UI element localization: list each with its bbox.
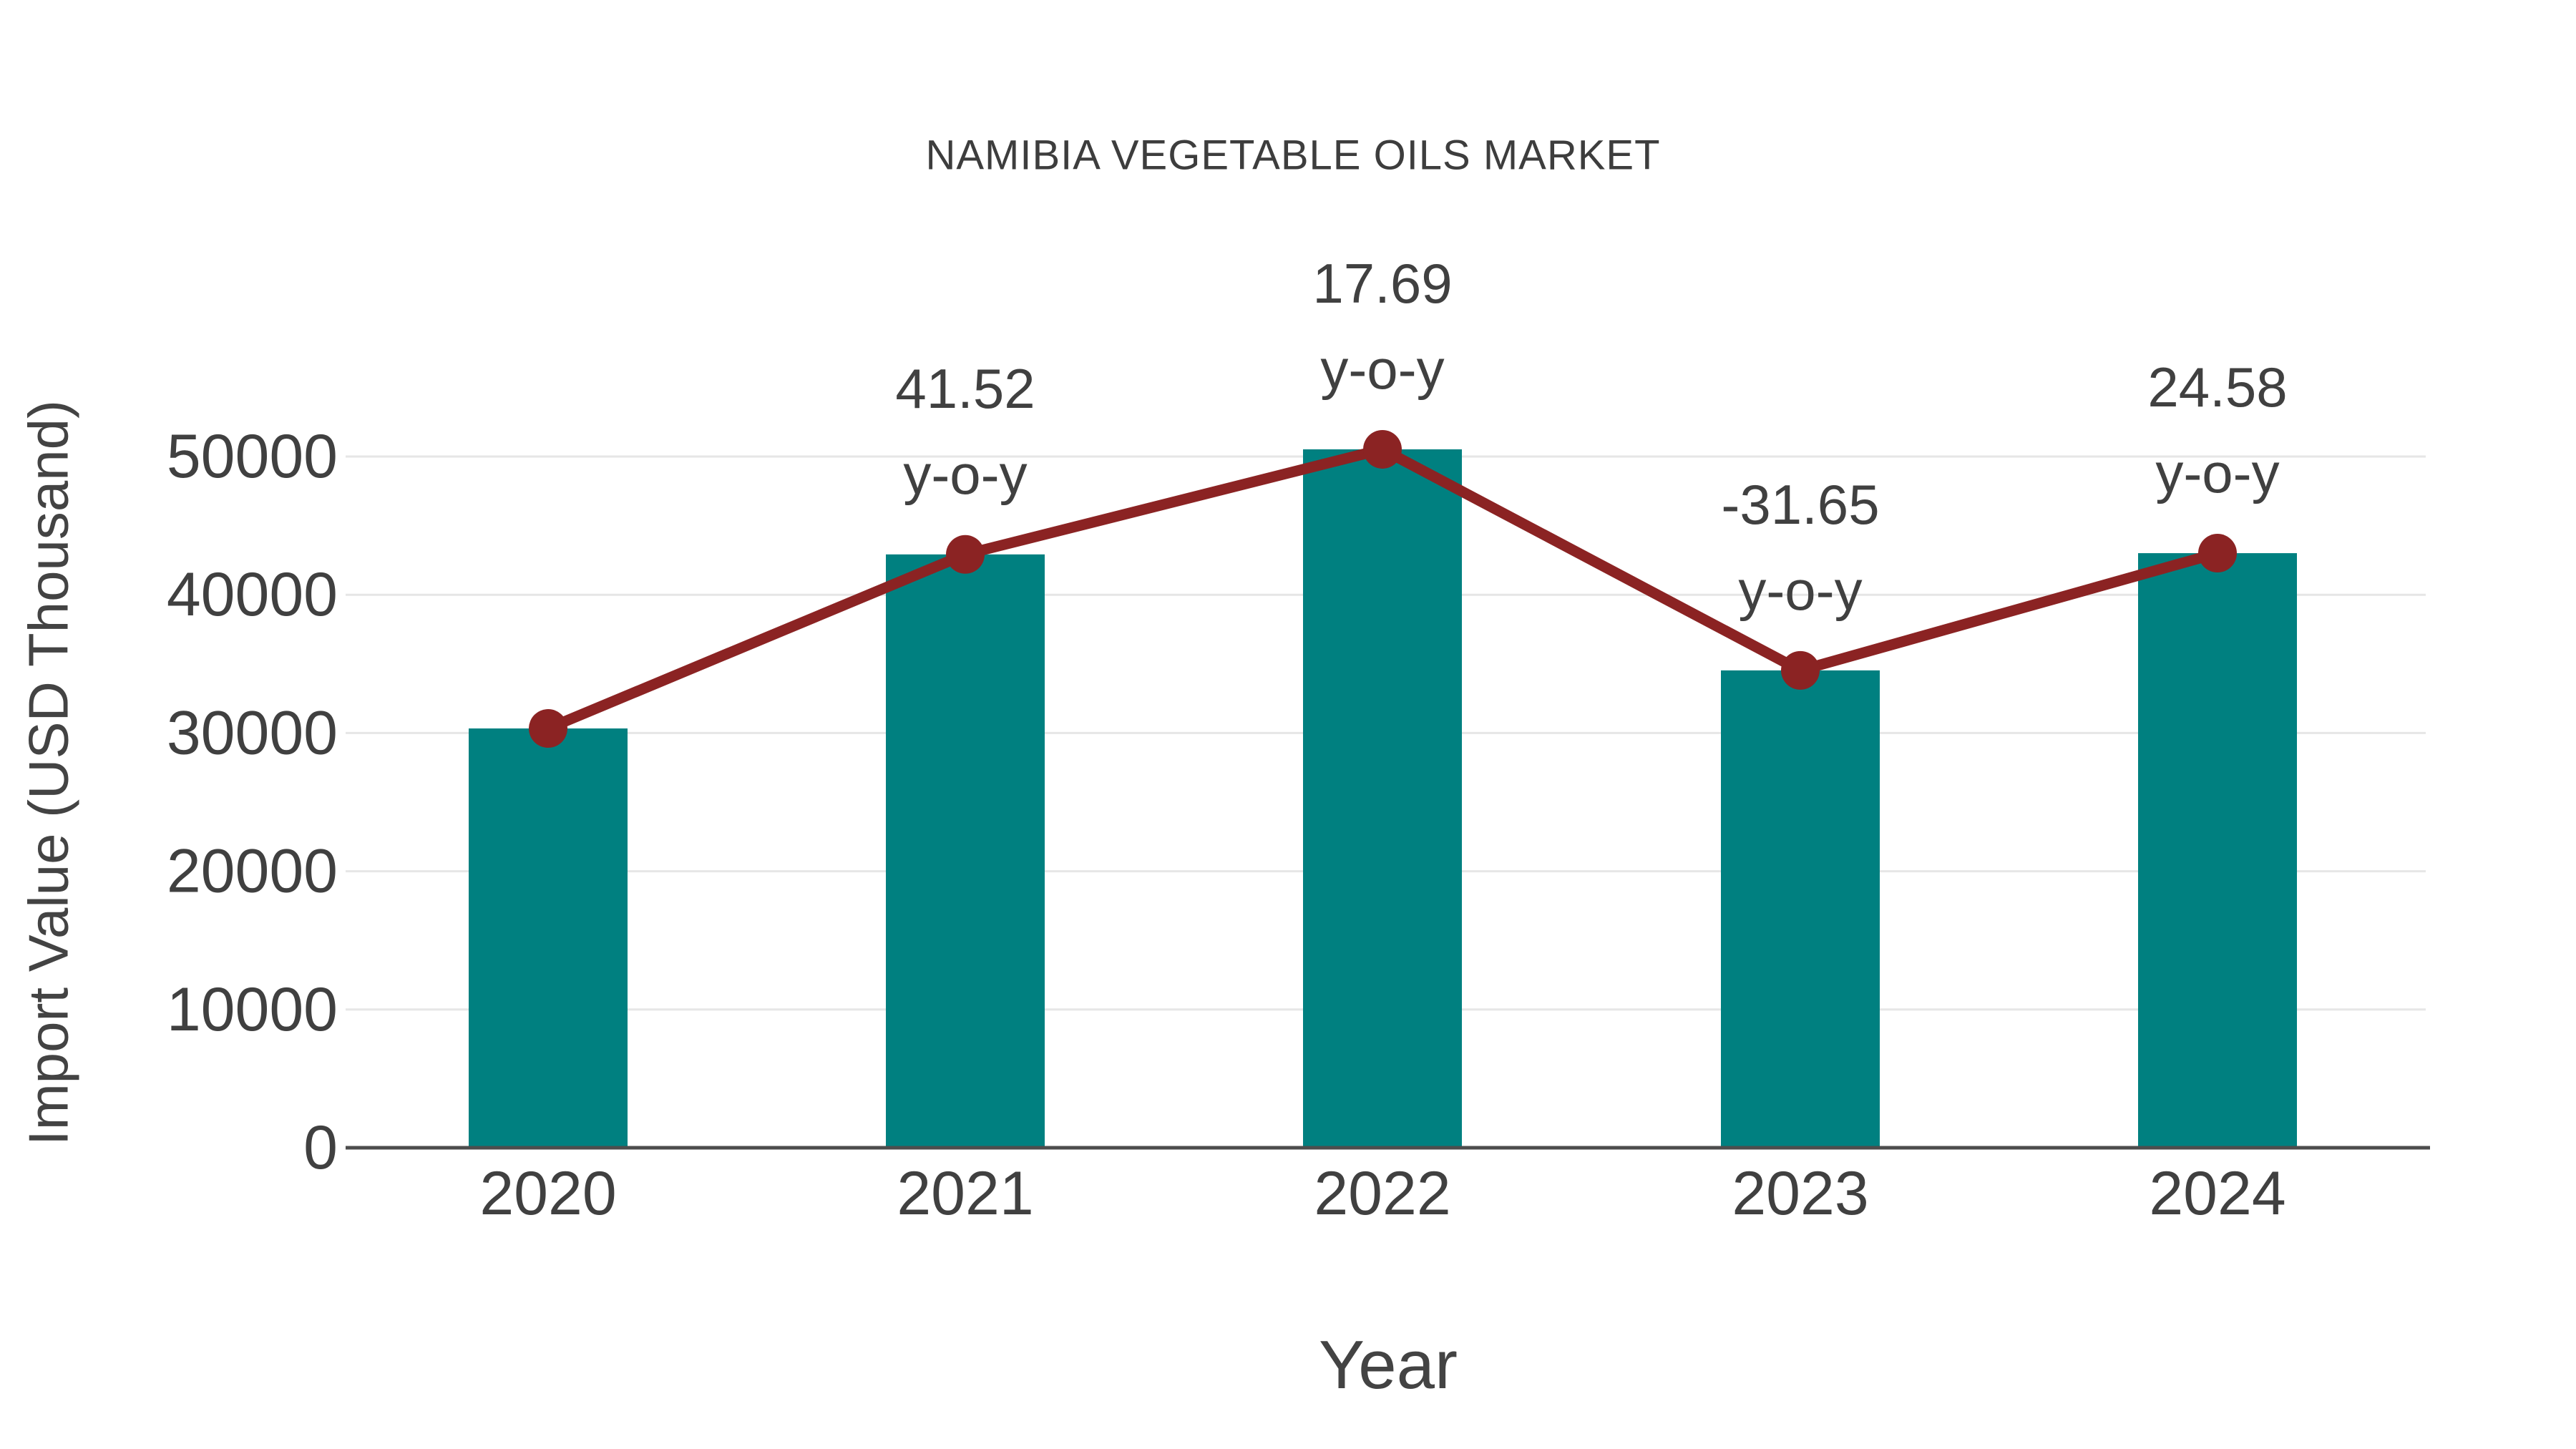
bar-2021 xyxy=(886,554,1045,1148)
annotation-value-2024: 24.58 xyxy=(2147,356,2287,419)
y-axis-title: Import Value (USD Thousand) xyxy=(16,400,80,1146)
annotation-value-2021: 41.52 xyxy=(895,357,1035,420)
annotation-yoy-2022: y-o-y xyxy=(1320,338,1444,401)
y-tick-label-40000: 40000 xyxy=(167,560,338,629)
bar-2022 xyxy=(1303,449,1462,1148)
chart-title: NAMIBIA VEGETABLE OILS MARKET xyxy=(925,132,1661,179)
x-tick-label-2023: 2023 xyxy=(1732,1159,1868,1228)
annotation-yoy-2024: y-o-y xyxy=(2155,441,2279,504)
x-axis-title: Year xyxy=(1319,1327,1458,1403)
annotation-value-2022: 17.69 xyxy=(1312,252,1452,315)
marker-2020 xyxy=(529,709,567,748)
x-tick-label-2021: 2021 xyxy=(897,1159,1033,1228)
marker-2023 xyxy=(1781,650,1820,690)
bar-2020 xyxy=(469,728,628,1148)
y-tick-label-20000: 20000 xyxy=(167,837,338,906)
y-tick-label-10000: 10000 xyxy=(167,975,338,1044)
annotation-value-2023: -31.65 xyxy=(1721,473,1879,536)
marker-2024 xyxy=(2198,534,2237,573)
annotation-yoy-2023: y-o-y xyxy=(1738,559,1862,622)
y-tick-label-30000: 30000 xyxy=(167,698,338,767)
bar-2023 xyxy=(1721,670,1880,1148)
bar-2024 xyxy=(2138,553,2297,1148)
marker-2022 xyxy=(1363,429,1402,469)
marker-2021 xyxy=(946,535,985,574)
annotation-yoy-2021: y-o-y xyxy=(903,443,1027,506)
y-tick-label-0: 0 xyxy=(303,1113,338,1182)
x-tick-label-2020: 2020 xyxy=(479,1159,616,1228)
x-tick-label-2024: 2024 xyxy=(2149,1159,2285,1228)
x-tick-label-2022: 2022 xyxy=(1314,1159,1450,1228)
y-tick-label-50000: 50000 xyxy=(167,422,338,491)
